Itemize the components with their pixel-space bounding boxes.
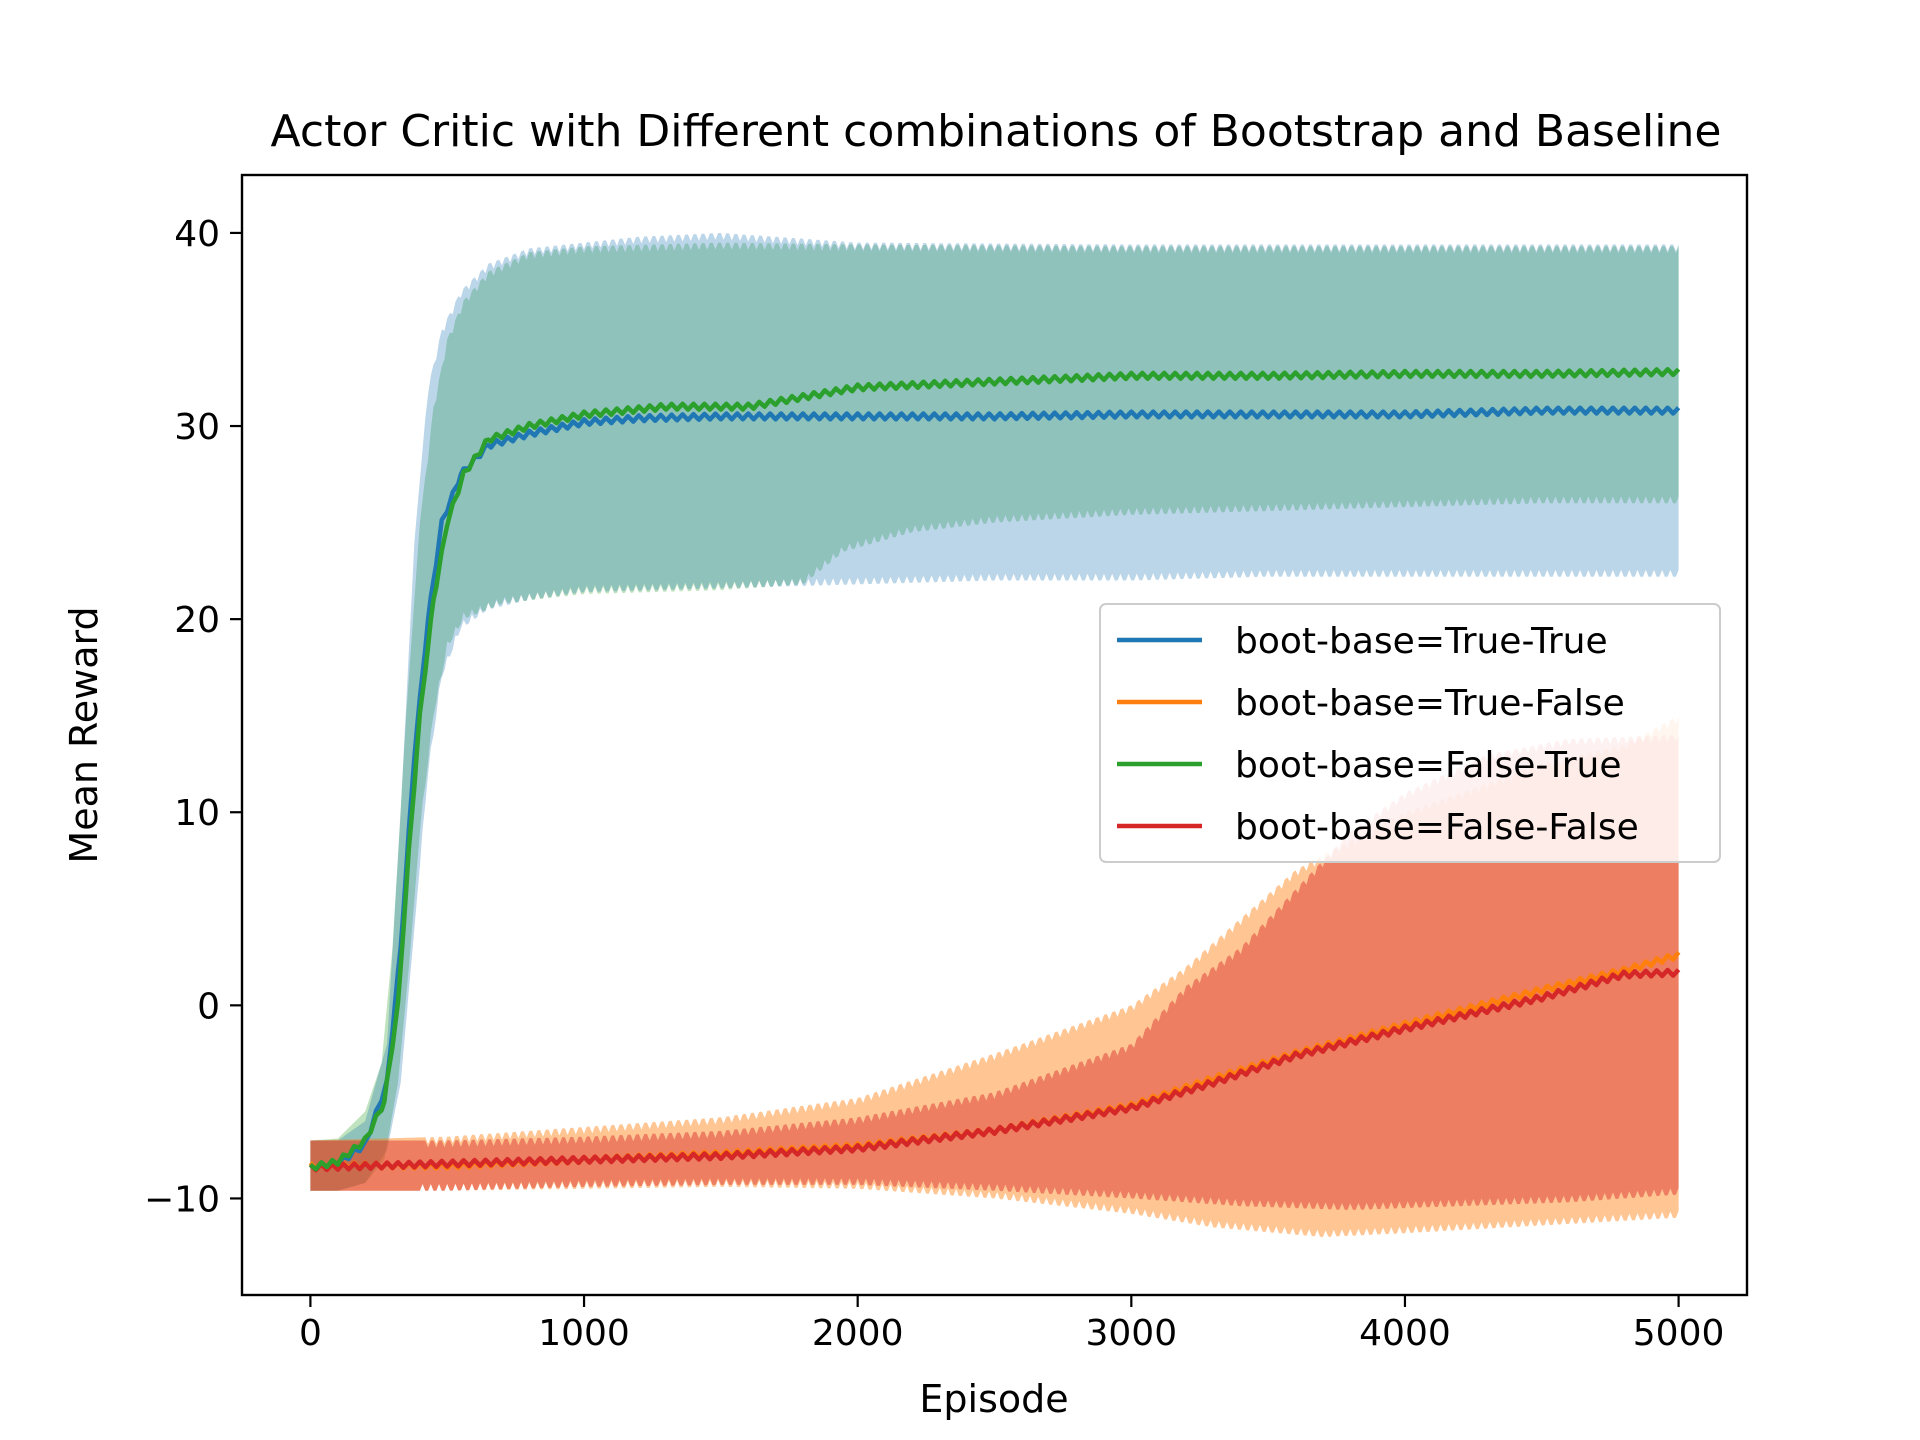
y-axis-label: Mean Reward [62,606,106,863]
x-axis: 0 1000 2000 3000 4000 5000 [299,1295,1724,1354]
x-tick-label: 4000 [1359,1313,1451,1354]
legend-box [1099,603,1721,863]
legend-entry: boot-base=False-False [1235,807,1639,848]
confidence-band-2 [310,715,1679,1238]
y-tick-label: 40 [174,214,220,255]
series-line-1 [308,405,1681,1172]
series-line-3 [308,366,1681,1172]
confidence-band-1 [310,232,1679,1191]
y-tick-label: −10 [144,1179,220,1220]
x-axis-label: Episode [919,1377,1068,1421]
y-tick-label: 20 [174,600,220,641]
chart-title: Actor Critic with Different combinations… [271,106,1722,157]
y-tick-label: 10 [174,793,220,834]
legend: boot-base=True-True boot-base=True-False b… [1099,603,1721,863]
y-tick-label: 30 [174,407,220,448]
x-tick-label: 1000 [538,1313,630,1354]
x-tick-label: 2000 [812,1313,904,1354]
x-tick-label: 5000 [1633,1313,1725,1354]
x-tick-label: 0 [299,1313,322,1354]
legend-entry: boot-base=False-True [1235,745,1622,786]
legend-entry: boot-base=True-False [1235,683,1625,724]
plot-area-frame [240,173,1749,1297]
series-line-4 [308,967,1681,1173]
y-axis: −10 0 10 20 30 40 [144,214,242,1220]
series-lines [308,366,1681,1173]
x-tick-label: 3000 [1086,1313,1178,1354]
confidence-band-3 [310,242,1679,1191]
legend-entry: boot-base=True-True [1235,621,1608,662]
y-tick-label: 0 [197,986,220,1027]
